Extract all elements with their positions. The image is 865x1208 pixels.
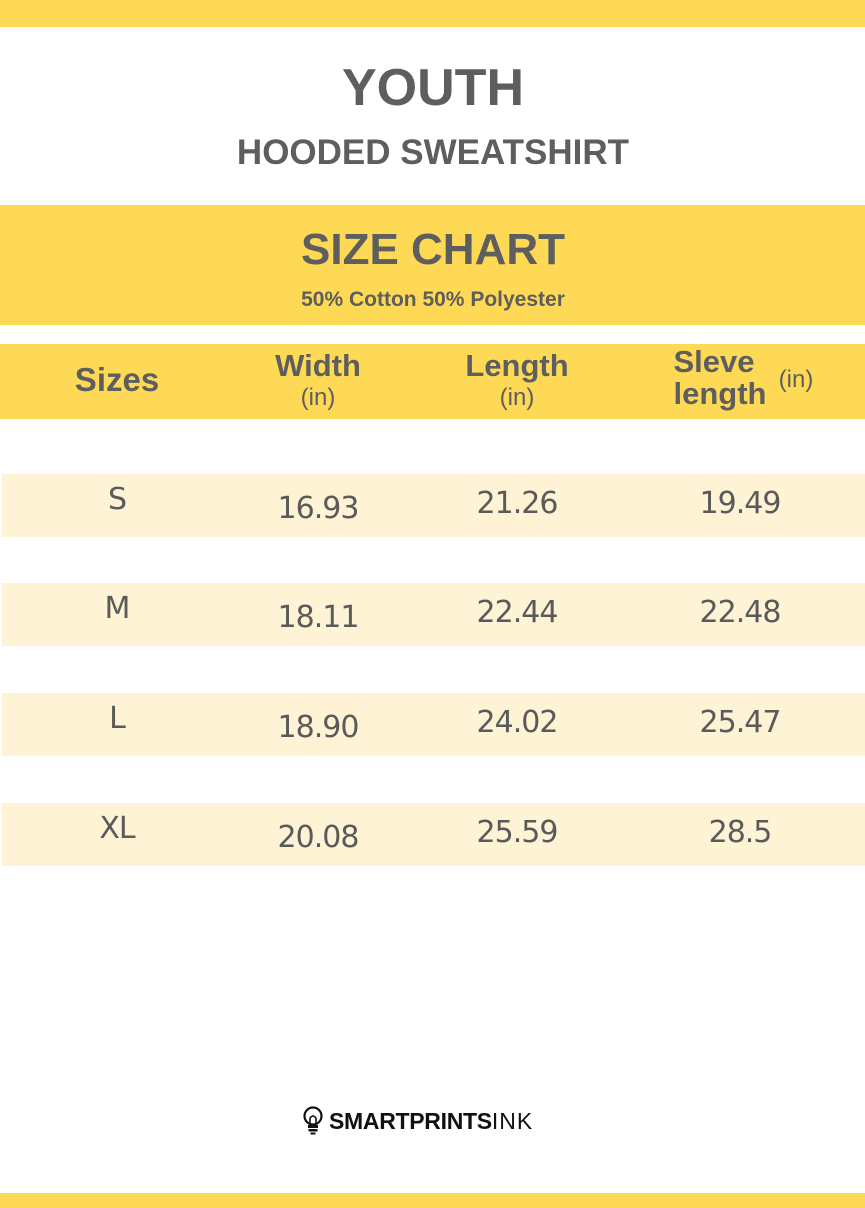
cell-size: M: [104, 591, 131, 626]
brand-logo: SMARTPRINTS INK: [302, 1106, 533, 1136]
header-length-label: Length: [465, 348, 569, 383]
header-sleeve-line1: Sleve: [673, 344, 755, 379]
unit-label: (in): [300, 384, 336, 411]
header-length: Length (in): [465, 350, 568, 414]
cell-sleeve: 22.48: [699, 595, 782, 630]
title: YOUTH: [342, 59, 524, 117]
cell-size: XL: [99, 811, 135, 846]
cell-width: 18.90: [277, 710, 360, 745]
chart-title: SIZE CHART: [301, 225, 565, 274]
cell-width: 18.11: [277, 600, 360, 635]
material: 50% Cotton 50% Polyester: [301, 288, 565, 311]
cell-sleeve: 28.5: [708, 815, 773, 850]
brand-name-bold: SMARTPRINTS: [329, 1107, 492, 1134]
cell-size: L: [109, 701, 126, 736]
cell-sleeve: 19.49: [699, 486, 782, 521]
lightbulb-icon: [303, 1106, 323, 1135]
table-row: [2, 474, 865, 537]
cell-length: 21.26: [476, 486, 559, 521]
top-bar: [0, 0, 865, 27]
header-sleeve: Sleve length: [674, 346, 767, 410]
cell-width: 20.08: [277, 820, 360, 855]
cell-sleeve: 25.47: [699, 705, 782, 740]
cell-width: 16.93: [277, 491, 360, 526]
bottom-bar: [0, 1193, 865, 1208]
table-row: [2, 583, 865, 646]
header-sizes: Sizes: [74, 361, 160, 398]
header-sleeve-unit: (in): [778, 366, 814, 393]
header-width: Width (in): [275, 350, 361, 414]
unit-label: (in): [499, 384, 535, 411]
cell-size: S: [107, 482, 127, 517]
table-row: [2, 693, 865, 756]
header-width-label: Width: [275, 348, 361, 383]
cell-length: 25.59: [476, 815, 559, 850]
cell-length: 24.02: [476, 705, 559, 740]
header-row: [0, 344, 865, 419]
brand-name-light: INK: [491, 1107, 534, 1134]
header-sleeve-line2: length: [673, 376, 767, 411]
size-chart-band: [0, 205, 865, 325]
table-row: [2, 803, 865, 866]
cell-length: 22.44: [476, 595, 559, 630]
subtitle: HOODED SWEATSHIRT: [236, 133, 630, 172]
